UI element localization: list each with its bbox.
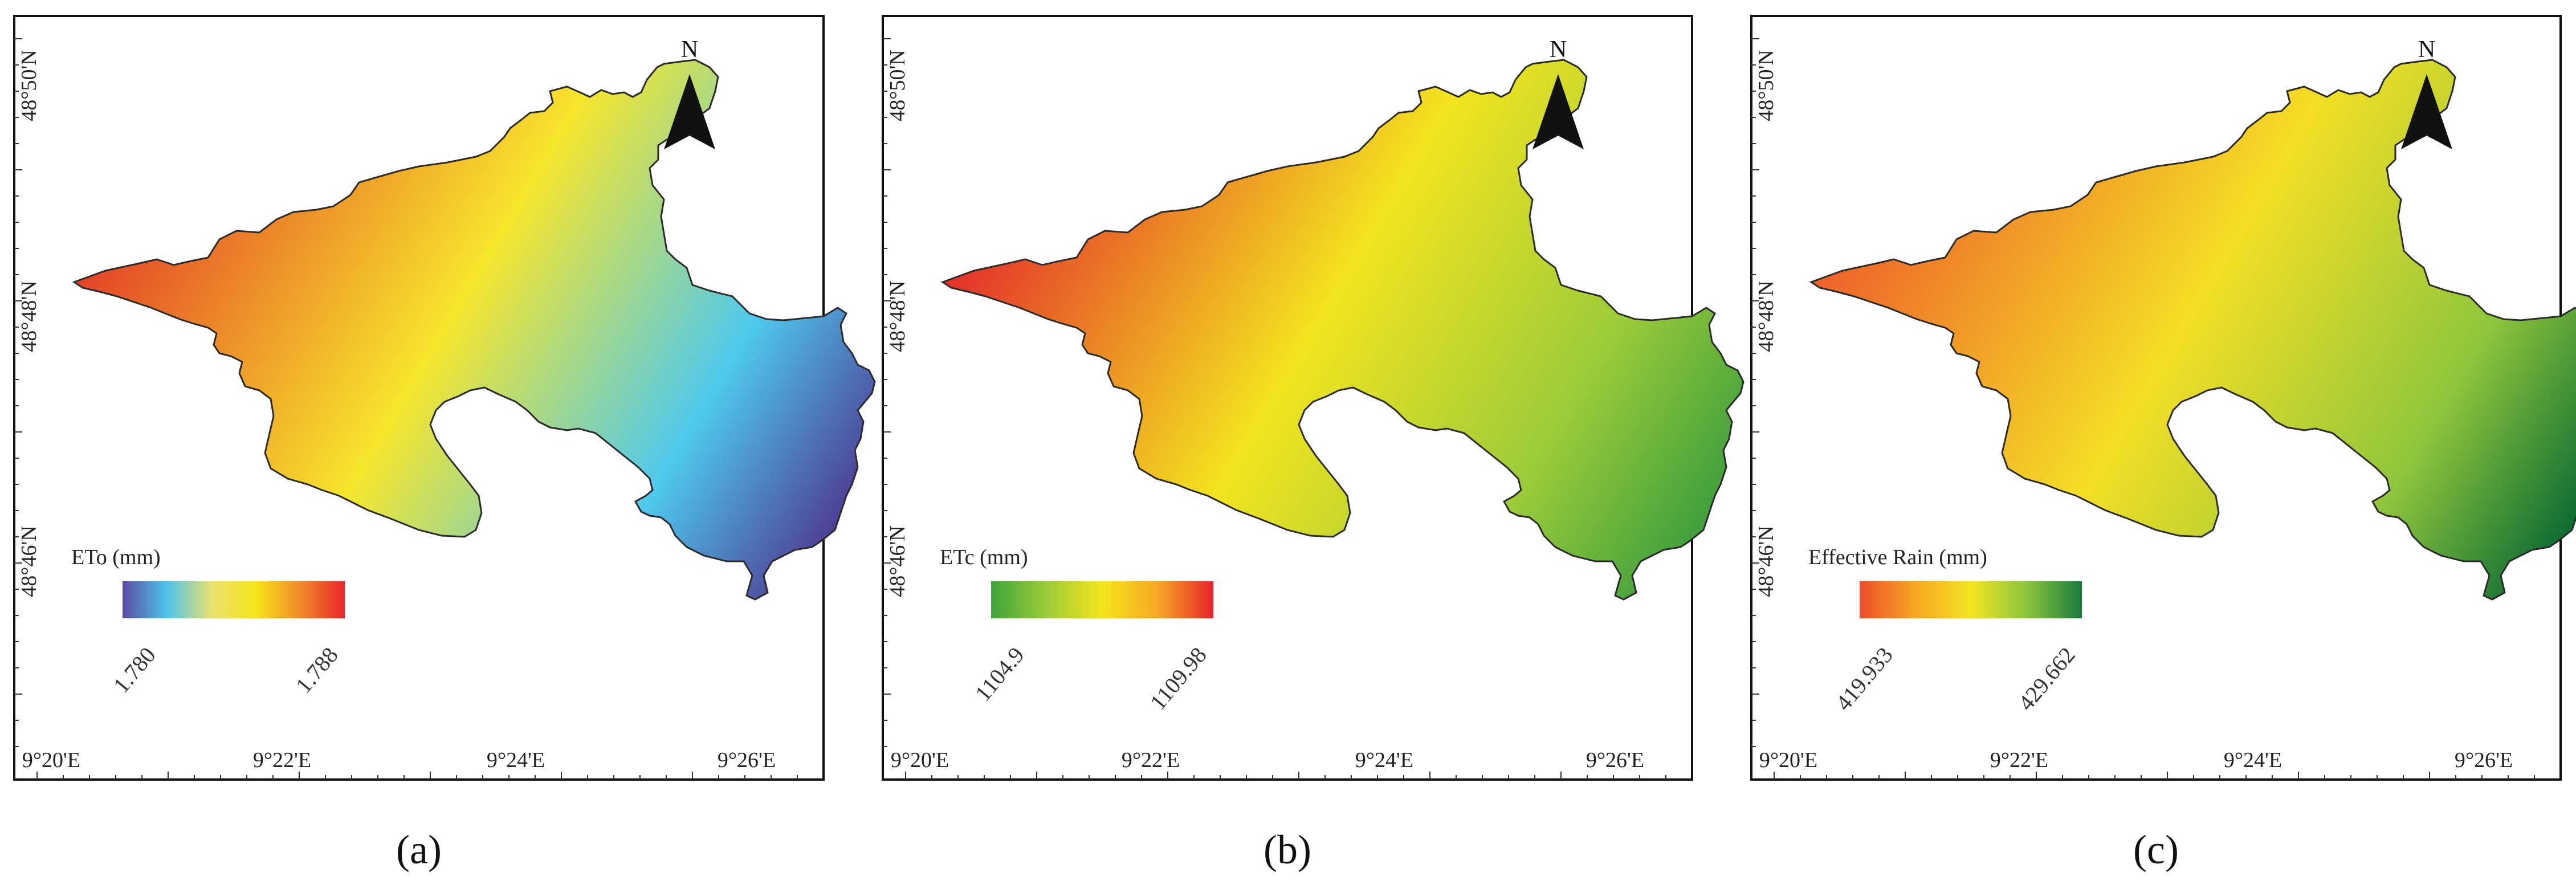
north-label: N [681,36,698,63]
legend-color-ramp [991,581,1213,618]
longitude-label: 9°24'E [2224,748,2282,772]
longitude-label: 9°24'E [1355,748,1413,772]
latitude-label: 48°46'N [1754,525,1778,597]
legend-title: Effective Rain (mm) [1808,545,1987,569]
longitude-label: 9°22'E [1122,748,1180,772]
north-label: N [2418,36,2435,63]
longitude-label: 9°22'E [253,748,311,772]
study-area-region [1809,59,2576,601]
legend-color-ramp [123,581,345,618]
north-label: N [1550,36,1567,63]
latitude-label: 48°48'N [17,280,41,352]
study-area-region [72,59,876,601]
latitude-label: 48°50'N [17,50,41,121]
north-arrow-icon: N [1532,36,1584,149]
panel-caption: (c) [2133,827,2179,872]
legend-color-ramp [1860,581,2082,618]
longitude-label: 9°26'E [2455,748,2513,772]
panel-caption: (b) [1263,827,1311,872]
study-area-region [940,59,1744,601]
longitude-label: 9°26'E [718,748,776,772]
longitude-label: 9°22'E [1990,748,2048,772]
map-panel: 48°50'N 48°48'N 48°46'N 9°20'E 9°22'E 9°24'E 9… [882,15,1744,872]
latitude-label: 48°50'N [1754,50,1778,121]
latitude-label: 48°46'N [886,525,910,597]
study-area-map [940,59,1744,601]
longitude-label: 9°20'E [891,748,949,772]
latitude-label: 48°46'N [17,525,41,597]
north-arrow-icon: N [2401,36,2452,149]
legend-title: ETo (mm) [71,545,161,569]
study-area-map [1809,59,2576,601]
map-panel: 48°50'N 48°48'N 48°46'N 9°20'E 9°22'E 9°24'E 9… [13,15,876,872]
legend-title: ETc (mm) [940,545,1028,569]
north-arrow-icon: N [664,36,715,149]
panel-caption: (a) [396,827,442,872]
longitude-label: 9°20'E [1759,748,1817,772]
latitude-label: 48°50'N [886,50,910,121]
study-area-map [72,59,876,601]
latitude-label: 48°48'N [886,280,910,352]
latitude-label: 48°48'N [1754,280,1778,352]
longitude-label: 9°20'E [22,748,80,772]
longitude-label: 9°24'E [487,748,545,772]
map-panel: 48°50'N 48°48'N 48°46'N 9°20'E 9°22'E 9°24'E 9… [1750,15,2576,872]
longitude-label: 9°26'E [1586,748,1644,772]
